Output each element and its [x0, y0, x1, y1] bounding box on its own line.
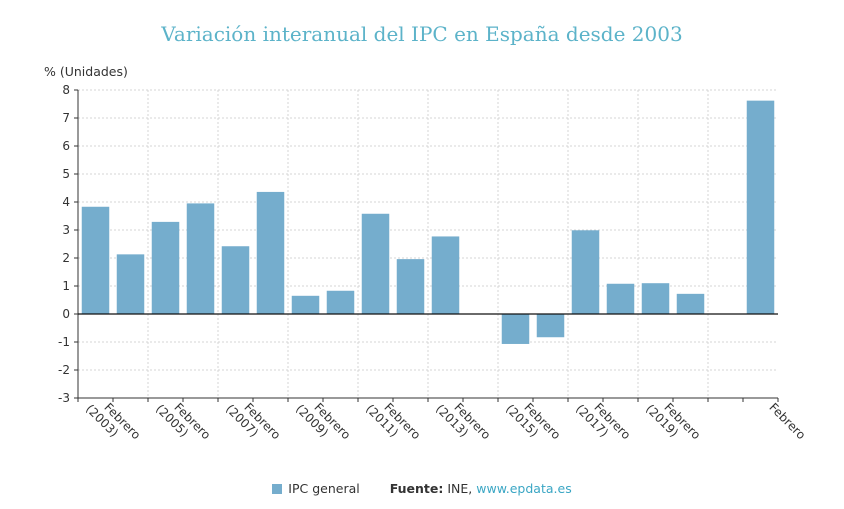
y-tick-label: 6 — [62, 139, 70, 153]
bar — [501, 314, 530, 344]
bar — [81, 206, 110, 314]
bar — [221, 246, 250, 314]
y-tick-label: 8 — [62, 83, 70, 97]
x-tick-label: Febrero(2019) — [643, 392, 703, 452]
bar — [116, 254, 145, 314]
x-tick-label: Febrero — [766, 400, 808, 442]
y-tick-label: 7 — [62, 111, 70, 125]
y-tick-label: -3 — [58, 391, 70, 405]
legend: IPC general Fuente: INE, www.epdata.es — [0, 481, 844, 496]
bars — [81, 100, 775, 344]
x-tick-labels: Febrero(2003) Febrero(2005) Febrero(2007) F… — [83, 392, 808, 452]
bar — [291, 295, 320, 314]
x-tick-label: Febrero(2007) — [223, 392, 283, 452]
y-tick-labels: -3 -2 -1 0 1 2 3 4 5 6 7 8 — [58, 83, 70, 405]
bar — [361, 213, 390, 314]
bar — [536, 314, 565, 338]
y-tick-label: 1 — [62, 279, 70, 293]
bar — [256, 191, 285, 314]
x-tick-label: Febrero(2017) — [573, 392, 633, 452]
x-tick-label: Febrero(2011) — [363, 392, 423, 452]
bar — [431, 236, 460, 314]
source-link[interactable]: www.epdata.es — [476, 481, 572, 496]
x-tick-label: Febrero(2009) — [293, 392, 353, 452]
y-tick-label: -1 — [58, 335, 70, 349]
y-tick-label: 3 — [62, 223, 70, 237]
bar — [606, 283, 635, 314]
source-label: Fuente: — [389, 481, 444, 496]
grid-lines — [78, 89, 778, 399]
x-tick-label: Febrero(2013) — [433, 392, 493, 452]
bar — [676, 293, 705, 314]
y-tick-label: -2 — [58, 363, 70, 377]
bar — [571, 230, 600, 314]
y-tick-label: 4 — [62, 195, 70, 209]
bar — [186, 203, 215, 314]
chart-title: Variación interanual del IPC en España d… — [161, 22, 683, 46]
y-tick-label: 0 — [62, 307, 70, 321]
y-axis-label: % (Unidades) — [44, 64, 128, 79]
axes — [74, 89, 779, 402]
bar — [151, 221, 180, 314]
source-text: INE, — [447, 481, 473, 496]
x-tick-label: Febrero(2015) — [503, 392, 563, 452]
x-tick-label: Febrero(2003) — [83, 392, 143, 452]
bar — [396, 259, 425, 314]
bar — [326, 290, 355, 314]
y-tick-label: 2 — [62, 251, 70, 265]
bar — [641, 283, 670, 314]
bar — [746, 100, 775, 314]
legend-series-label: IPC general — [288, 481, 360, 496]
x-tick-label: Febrero(2005) — [153, 392, 213, 452]
legend-swatch — [272, 484, 283, 494]
y-tick-label: 5 — [62, 167, 70, 181]
